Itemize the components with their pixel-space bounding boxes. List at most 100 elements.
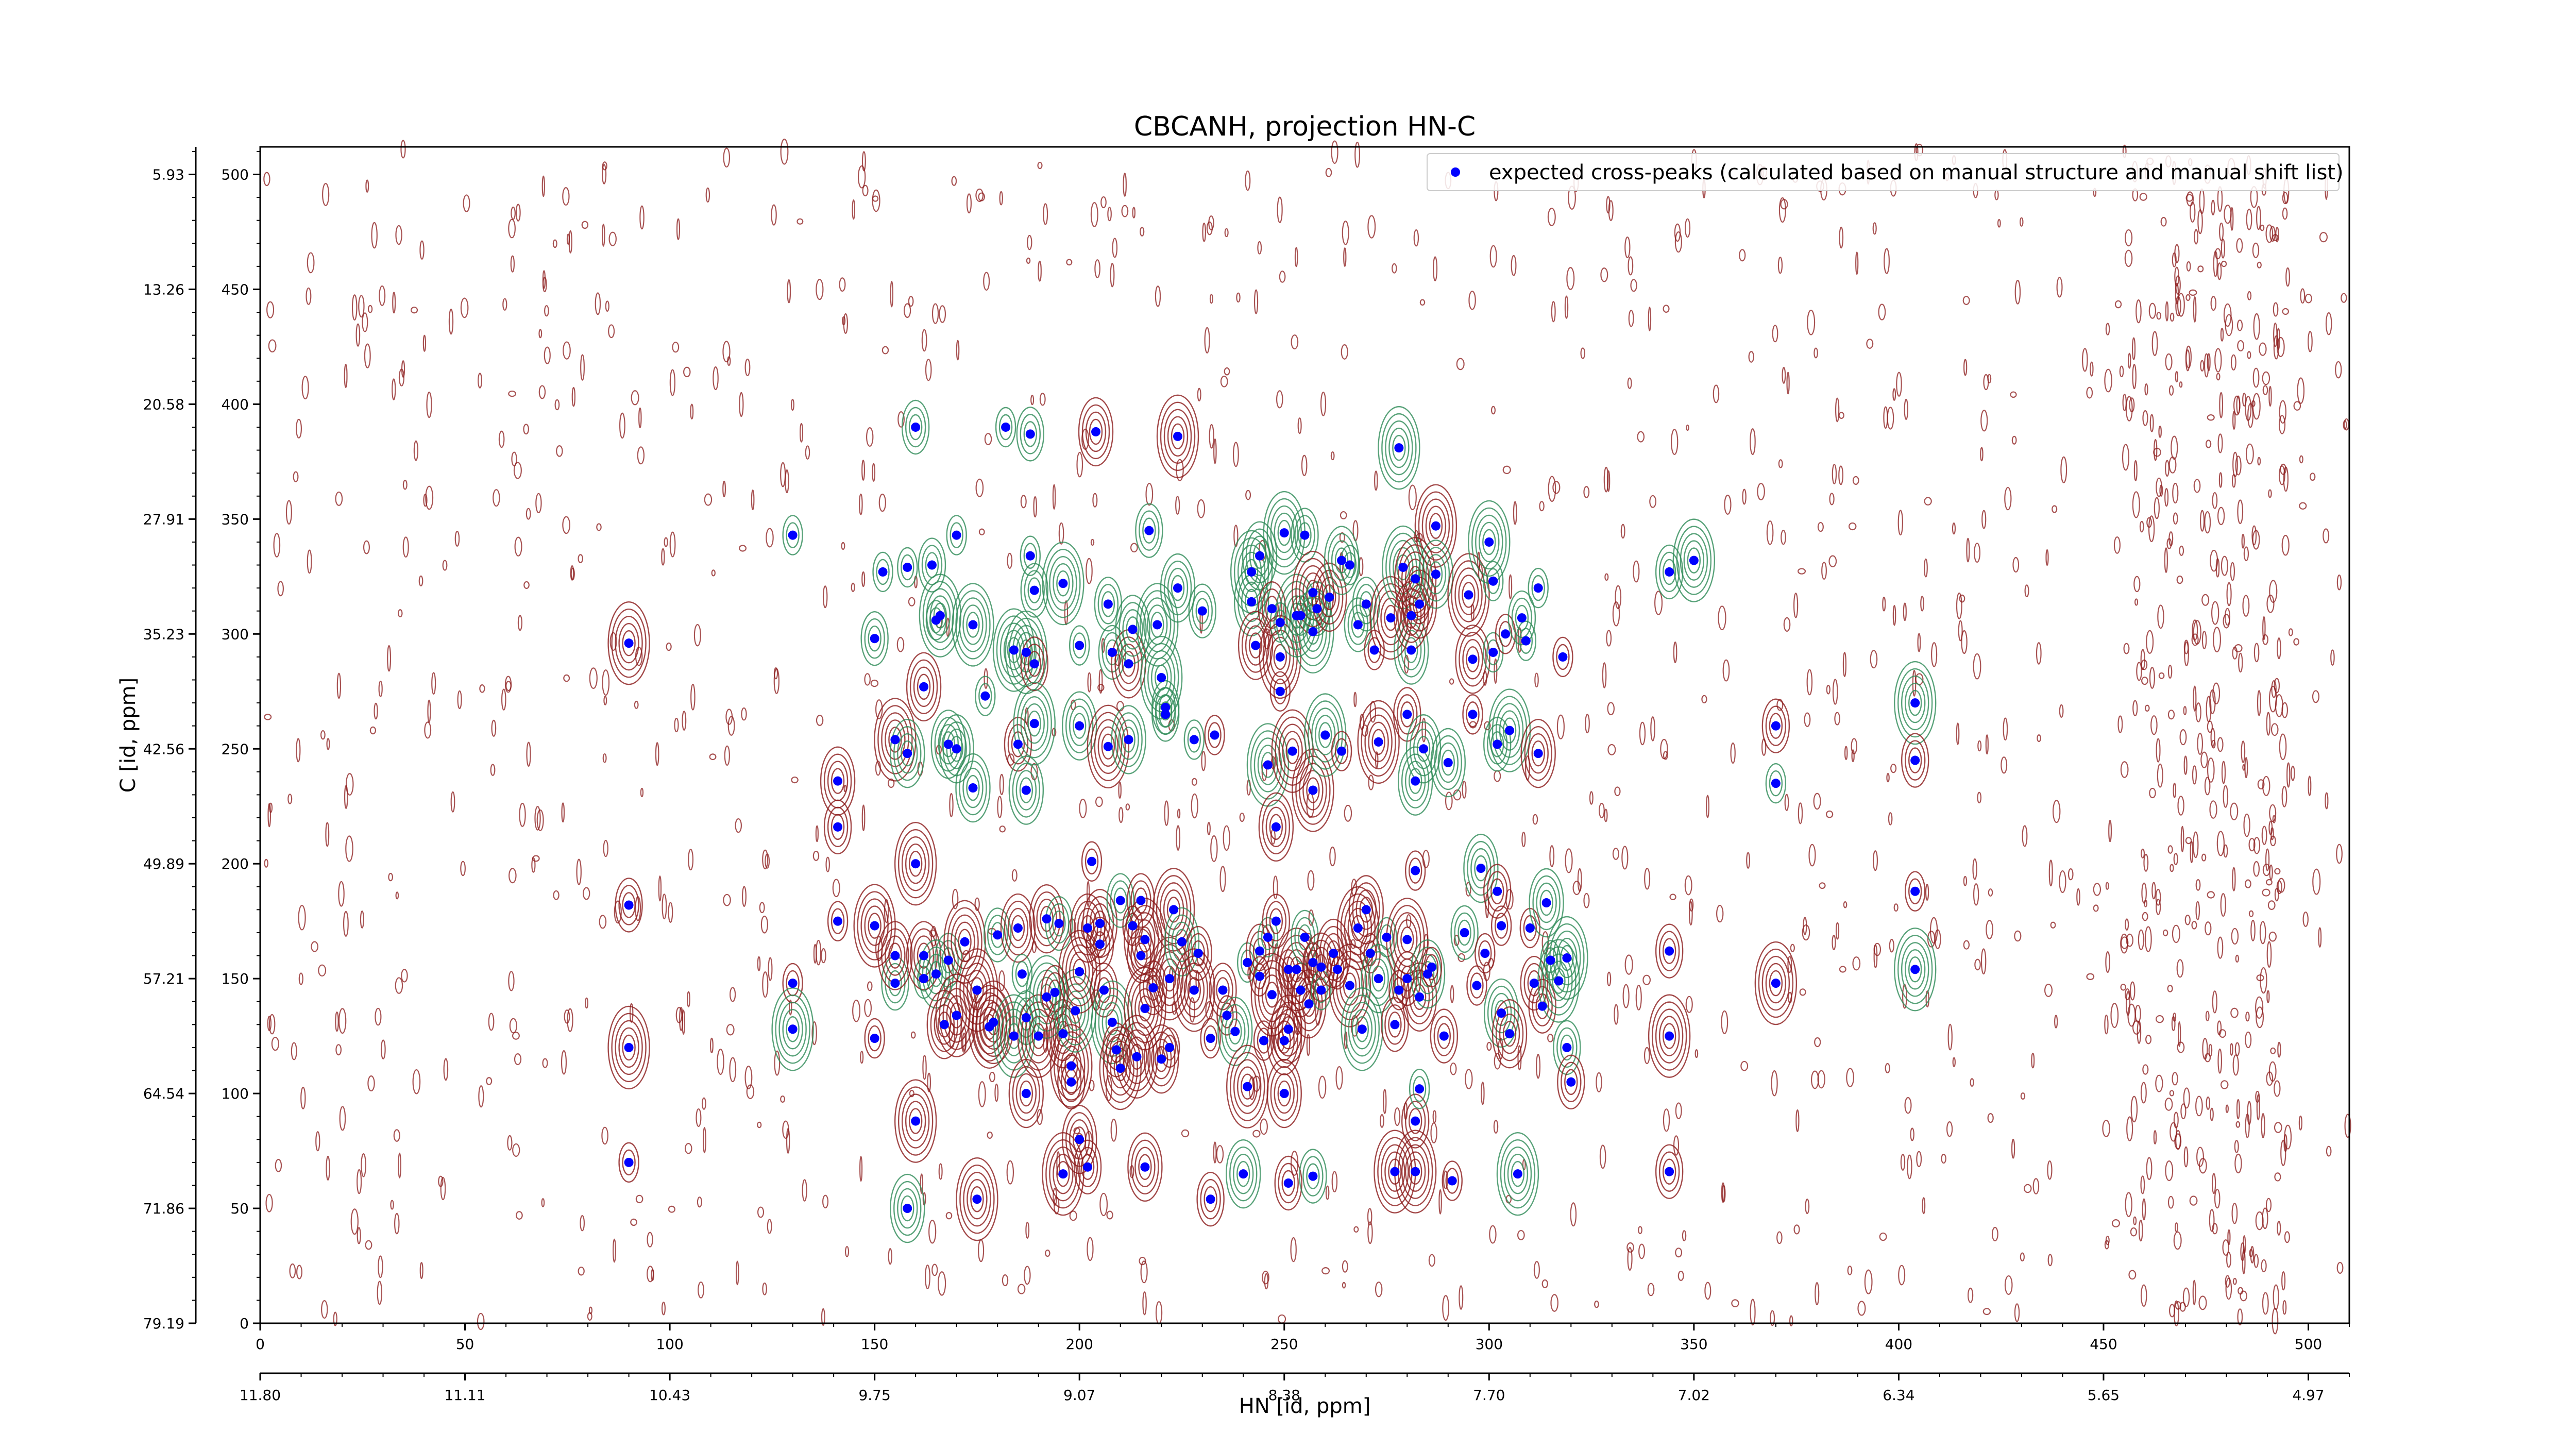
noise-contour — [2262, 1292, 2269, 1315]
noise-contour — [1973, 653, 1981, 680]
noise-contour — [1599, 802, 1605, 818]
expected-peak-point — [1107, 647, 1117, 657]
expected-peak-point — [1427, 962, 1436, 972]
noise-contour — [2145, 1035, 2152, 1044]
noise-contour — [2312, 868, 2321, 895]
peak-contour — [1351, 612, 1365, 638]
noise-contour — [1079, 799, 1087, 818]
peak-contour — [1381, 413, 1417, 483]
peak-contour — [1404, 637, 1418, 663]
noise-contour — [1904, 398, 1908, 420]
noise-contour — [2211, 199, 2215, 216]
peak-contour — [1244, 588, 1259, 615]
noise-contour — [910, 1031, 916, 1039]
peak-contour — [1306, 618, 1320, 645]
peak-contour — [1302, 611, 1324, 652]
noise-contour — [2014, 1303, 2020, 1322]
peak-contour — [1355, 1016, 1369, 1042]
peak-contour — [622, 1034, 636, 1061]
noise-contour — [1253, 289, 1259, 314]
peak-contour — [976, 987, 1011, 1057]
y-ppm-tick-label: 64.54 — [143, 1085, 184, 1102]
expected-peak-point — [1148, 983, 1158, 992]
peak-contour — [1357, 700, 1400, 784]
noise-contour — [1804, 712, 1811, 727]
peak-contour — [938, 724, 959, 765]
noise-contour — [338, 1008, 347, 1034]
noise-contour — [563, 341, 571, 360]
peak-contour — [1261, 588, 1283, 629]
noise-contour — [2164, 547, 2168, 573]
noise-contour — [2235, 1121, 2241, 1128]
peak-contour — [1257, 745, 1279, 785]
expected-peak-point — [1533, 583, 1543, 593]
peak-contour — [1662, 1158, 1676, 1185]
peak-contour — [1308, 700, 1343, 770]
noise-contour — [675, 1007, 683, 1023]
expected-peak-point — [1239, 1169, 1248, 1179]
noise-contour — [2023, 1184, 2032, 1193]
peak-contour — [1216, 995, 1238, 1036]
noise-contour — [269, 802, 273, 813]
noise-contour — [760, 915, 768, 934]
noise-contour — [1202, 223, 1206, 242]
noise-contour — [1502, 465, 1511, 475]
peak-contour — [1388, 427, 1410, 468]
peak-contour — [1097, 977, 1111, 1003]
expected-peak-point — [1296, 611, 1306, 620]
noise-contour — [2245, 1031, 2252, 1049]
noise-contour — [1017, 1284, 1026, 1294]
noise-contour — [2248, 910, 2254, 917]
noise-contour — [395, 891, 399, 900]
noise-contour — [1232, 442, 1239, 467]
noise-contour — [2047, 1160, 2053, 1180]
peak-contour — [1016, 689, 1052, 759]
noise-contour — [1620, 524, 1625, 539]
noise-contour — [2278, 415, 2286, 434]
peak-contour — [1376, 917, 1397, 958]
noise-contour — [2312, 690, 2320, 703]
noise-contour — [920, 1173, 924, 1194]
noise-contour — [2279, 733, 2287, 761]
noise-contour — [1805, 1199, 1810, 1215]
peak-contour — [872, 551, 893, 593]
noise-contour — [1566, 267, 1575, 290]
noise-contour — [1026, 257, 1031, 264]
expected-peak-point — [1071, 1006, 1080, 1016]
peak-contour — [1208, 722, 1222, 748]
peak-contour — [1056, 570, 1070, 597]
noise-contour — [1684, 875, 1692, 896]
peak-contour — [1176, 955, 1212, 1025]
peak-contour — [1904, 682, 1926, 723]
expected-peak-point — [1374, 974, 1383, 984]
noise-contour — [1663, 1108, 1670, 1132]
noise-contour — [1176, 825, 1181, 851]
noise-contour — [1297, 417, 1302, 434]
peak-contour — [1099, 1026, 1142, 1110]
peak-contour — [1392, 434, 1406, 461]
noise-contour — [2144, 704, 2150, 712]
noise-contour — [2221, 555, 2228, 576]
noise-contour — [791, 398, 794, 411]
expected-peak-point — [1411, 866, 1420, 875]
noise-contour — [2270, 1047, 2276, 1054]
peak-contour — [857, 891, 892, 961]
noise-contour — [1354, 141, 1361, 168]
noise-contour — [1294, 247, 1298, 267]
noise-contour — [1839, 966, 1846, 973]
noise-contour — [358, 295, 365, 318]
noise-contour — [2236, 238, 2243, 253]
expected-peak-point — [903, 562, 912, 572]
expected-peak-point — [1411, 574, 1420, 584]
peak-contour — [1138, 1154, 1152, 1180]
peak-contour — [1056, 1160, 1070, 1187]
noise-contour — [1688, 901, 1693, 926]
noise-contour — [1069, 1210, 1077, 1221]
noise-contour — [402, 536, 409, 558]
expected-peak-point — [1505, 1029, 1515, 1039]
peak-contour — [1302, 1156, 1324, 1197]
noise-contour — [2217, 936, 2224, 959]
y-ppm-tick-label: 5.93 — [152, 166, 184, 183]
noise-contour — [2272, 815, 2276, 823]
noise-contour — [822, 585, 828, 609]
